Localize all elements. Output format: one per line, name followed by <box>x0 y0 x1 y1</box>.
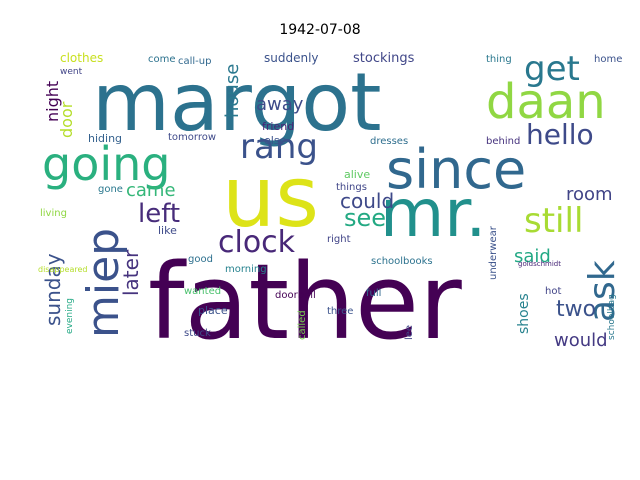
cloud-word-mr: mr. <box>380 175 486 252</box>
cloud-word-hello: hello <box>526 118 594 151</box>
cloud-word-going: going <box>42 137 170 191</box>
cloud-word-schoolbag: schoolbag <box>607 294 617 340</box>
cloud-word-room: room <box>566 184 613 205</box>
cloud-word-still: still <box>524 201 583 241</box>
cloud-word-come: come <box>148 54 176 65</box>
cloud-word-ask: ask <box>582 260 623 322</box>
cloud-word-morning: morning <box>225 264 267 275</box>
cloud-word-thing: thing <box>486 54 512 65</box>
cloud-word-margot: margot <box>92 56 382 149</box>
cloud-word-said: said <box>514 246 551 267</box>
chart-title: 1942-07-08 <box>279 22 361 38</box>
cloud-word-us: us <box>222 148 319 246</box>
cloud-background <box>35 45 603 353</box>
cloud-word-hiding: hiding <box>88 132 122 145</box>
cloud-word-doorbell: doorbell <box>275 290 316 301</box>
cloud-word-left: left <box>138 199 180 229</box>
cloud-word-get: get <box>524 49 580 89</box>
cloud-word-place: place <box>198 304 228 317</box>
cloud-word-underwear: underwear <box>488 225 499 280</box>
cloud-word-since: since <box>386 138 526 201</box>
cloud-word-schoolbooks: schoolbooks <box>371 256 433 267</box>
cloud-word-lee: lee <box>404 325 415 340</box>
cloud-word-alive: alive <box>344 168 370 181</box>
cloud-word-came: came <box>126 180 176 201</box>
cloud-word-house: house <box>222 64 243 118</box>
cloud-word-two: two <box>556 297 596 322</box>
cloud-word-father: father <box>148 241 462 363</box>
cloud-word-stockings: stockings <box>353 51 415 66</box>
cloud-word-daan: daan <box>486 74 606 130</box>
cloud-word-called: called <box>297 310 308 340</box>
cloud-word-stuck: stuck <box>184 328 211 339</box>
cloud-word-suddenly: suddenly <box>264 51 319 65</box>
cloud-word-tomorrow: tomorrow <box>168 132 216 143</box>
cloud-word-disappeared: disappeared <box>38 265 87 274</box>
cloud-word-gone: gone <box>98 184 123 195</box>
cloud-word-hot: hot <box>545 286 561 297</box>
cloud-word-dresses: dresses <box>370 136 408 147</box>
cloud-word-behind: behind <box>486 136 520 147</box>
cloud-word-else: else <box>264 134 287 147</box>
cloud-word-goldschmidt: goldschmidt <box>518 260 561 268</box>
cloud-word-right: right <box>327 234 351 245</box>
cloud-word-full: full <box>366 288 381 299</box>
cloud-word-later: later <box>119 249 143 296</box>
cloud-word-call-up: call-up <box>178 56 211 67</box>
cloud-word-things: things <box>336 182 367 193</box>
cloud-word-three: three <box>327 306 353 317</box>
cloud-word-could: could <box>340 189 394 213</box>
cloud-word-like: like <box>158 224 177 237</box>
cloud-word-clothes: clothes <box>60 51 103 65</box>
cloud-word-living: living <box>40 208 67 219</box>
cloud-word-friend: friend <box>262 120 294 133</box>
cloud-word-miep: miep <box>78 228 129 338</box>
cloud-word-good: good <box>188 254 213 265</box>
cloud-word-sunday: sunday <box>41 253 65 326</box>
cloud-word-rang: rang <box>240 127 318 167</box>
cloud-word-door: door <box>57 101 76 138</box>
cloud-word-went: went <box>60 67 83 77</box>
cloud-word-evening: evening <box>65 298 75 334</box>
cloud-word-away: away <box>256 94 304 115</box>
cloud-word-see: see <box>344 204 386 232</box>
cloud-word-night: night <box>43 81 62 122</box>
cloud-word-wanted: wanted <box>184 286 221 297</box>
cloud-word-would: would <box>554 330 608 351</box>
cloud-word-shoes: shoes <box>516 293 532 334</box>
cloud-word-home: home <box>594 54 622 65</box>
cloud-word-clock: clock <box>218 225 296 260</box>
